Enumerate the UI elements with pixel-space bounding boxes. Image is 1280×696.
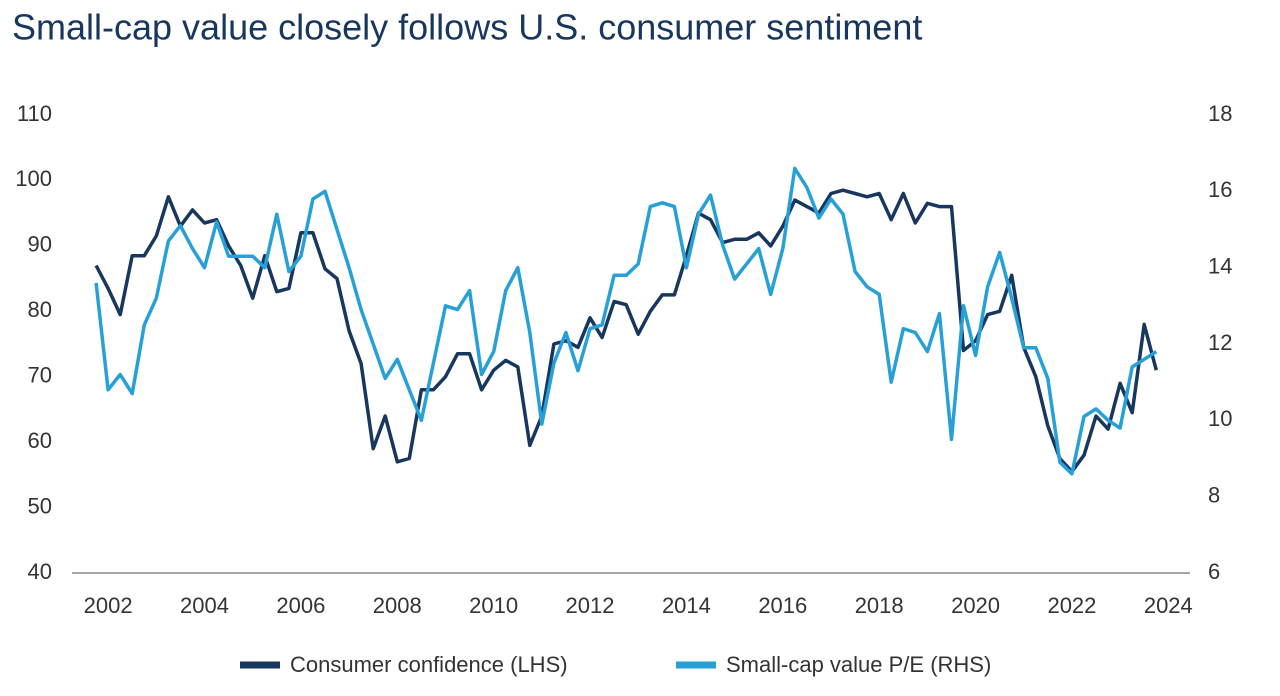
- legend-label: Consumer confidence (LHS): [290, 652, 568, 677]
- x-tick-label: 2004: [180, 593, 229, 618]
- x-tick-label: 2014: [662, 593, 711, 618]
- x-tick-label: 2018: [855, 593, 904, 618]
- y-tick-label: 50: [28, 493, 52, 518]
- y-tick-label: 90: [28, 232, 52, 257]
- y-tick-label: 60: [28, 428, 52, 453]
- y2-tick-label: 12: [1208, 330, 1232, 355]
- y2-tick-label: 18: [1208, 101, 1232, 126]
- chart-title: Small-cap value closely follows U.S. con…: [12, 7, 922, 48]
- y-tick-label: 70: [28, 363, 52, 388]
- y2-tick-label: 6: [1208, 559, 1220, 584]
- x-tick-label: 2002: [84, 593, 133, 618]
- y2-tick-label: 16: [1208, 177, 1232, 202]
- legend-label: Small-cap value P/E (RHS): [726, 652, 991, 677]
- x-tick-label: 2020: [951, 593, 1000, 618]
- x-tick-label: 2022: [1047, 593, 1096, 618]
- x-tick-label: 2008: [373, 593, 422, 618]
- series-line: [94, 166, 1158, 476]
- x-tick-label: 2012: [566, 593, 615, 618]
- x-tick-label: 2024: [1144, 593, 1193, 618]
- y-tick-label: 40: [28, 559, 52, 584]
- y-tick-label: 80: [28, 297, 52, 322]
- y-tick-label: 100: [15, 166, 52, 191]
- x-tick-label: 2010: [469, 593, 518, 618]
- series-line: [94, 188, 1158, 474]
- y2-tick-label: 10: [1208, 406, 1232, 431]
- y2-tick-label: 8: [1208, 482, 1220, 507]
- y-tick-label: 110: [17, 101, 52, 126]
- x-tick-label: 2016: [758, 593, 807, 618]
- x-tick-label: 2006: [276, 593, 325, 618]
- y2-tick-label: 14: [1208, 253, 1232, 278]
